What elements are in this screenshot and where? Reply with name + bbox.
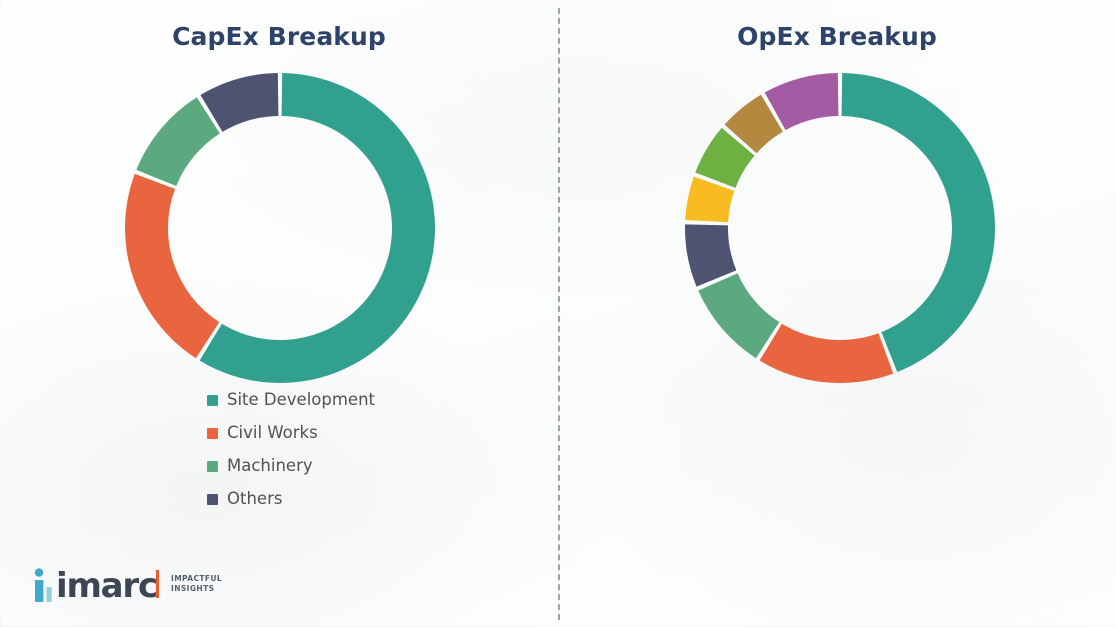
- capex-slice-machinery[interactable]: [136, 97, 220, 186]
- legend-swatch-icon: [207, 460, 218, 472]
- legend-swatch-icon: [207, 493, 218, 505]
- opex-slice-taxes[interactable]: [698, 273, 780, 359]
- opex-donut-svg: [685, 73, 995, 383]
- imarc-tagline-line2: INSIGHTS: [171, 584, 215, 593]
- capex-legend-label: Site Development: [227, 390, 376, 409]
- capex-legend-item[interactable]: Site Development: [207, 390, 375, 410]
- imarc-wordmark: imarc: [56, 566, 158, 606]
- opex-slice-transportation[interactable]: [685, 176, 735, 223]
- capex-panel: CapEx Breakup Site Development Civil Work…: [125, 22, 435, 522]
- capex-slice-civil-works[interactable]: [125, 173, 220, 359]
- capex-legend-item[interactable]: Others: [207, 489, 375, 509]
- imarc-accent-bar: [156, 570, 159, 598]
- capex-donut-svg: [125, 73, 435, 383]
- capex-donut-chart: [125, 73, 435, 383]
- opex-slice-others[interactable]: [764, 73, 839, 131]
- capex-slice-site-development[interactable]: [199, 73, 435, 383]
- imarc-logo: imarc IMPACTFUL INSIGHTS: [30, 566, 240, 608]
- panel-divider: [558, 8, 560, 620]
- imarc-logo-mark-icon: [34, 568, 52, 602]
- opex-slice-utility[interactable]: [685, 224, 737, 287]
- imarc-tagline: IMPACTFUL INSIGHTS: [171, 574, 222, 594]
- capex-legend: Site Development Civil Works Machinery Othe…: [207, 390, 375, 522]
- opex-chart-title: OpEx Breakup: [737, 22, 937, 51]
- capex-legend-item[interactable]: Machinery: [207, 456, 375, 476]
- imarc-tagline-line1: IMPACTFUL: [171, 574, 223, 583]
- opex-slice-depreciation[interactable]: [724, 94, 783, 154]
- opex-panel: OpEx Breakup Raw MaterialsSalaries and W…: [558, 0, 1116, 627]
- opex-slice-raw-materials[interactable]: [841, 73, 995, 373]
- opex-slice-overheads[interactable]: [695, 127, 755, 188]
- legend-swatch-icon: [207, 427, 218, 439]
- capex-legend-label: Others: [227, 489, 283, 508]
- capex-legend-label: Machinery: [227, 456, 313, 475]
- opex-slice-salaries-and-wages[interactable]: [759, 323, 894, 383]
- legend-swatch-icon: [207, 394, 218, 406]
- capex-slice-others[interactable]: [200, 73, 279, 132]
- capex-legend-label: Civil Works: [227, 423, 318, 442]
- capex-legend-item[interactable]: Civil Works: [207, 423, 375, 443]
- opex-donut-chart: [685, 73, 995, 383]
- capex-chart-title: CapEx Breakup: [172, 22, 386, 51]
